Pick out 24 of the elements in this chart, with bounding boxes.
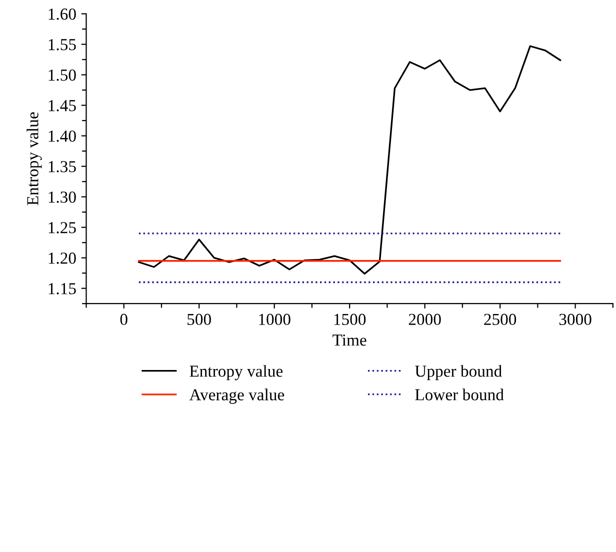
y-tick-label: 1.60 bbox=[48, 8, 76, 20]
x-tick-label: 2000 bbox=[408, 314, 441, 326]
y-tick-label: 1.15 bbox=[48, 283, 76, 294]
x-tick-label: 1500 bbox=[334, 314, 366, 326]
x-tick-label: 1000 bbox=[259, 314, 290, 326]
legend-label: Upper bound bbox=[415, 365, 502, 380]
y-tick-label: 1.45 bbox=[48, 100, 76, 112]
line-series bbox=[138, 45, 562, 275]
y-tick-label: 1.25 bbox=[48, 222, 76, 234]
x-tick-label: 2500 bbox=[484, 314, 516, 326]
y-tick-label: 1.50 bbox=[48, 70, 76, 81]
x-tick-label: 500 bbox=[188, 314, 211, 326]
y-tick-label: 1.40 bbox=[48, 130, 76, 142]
x-tick-label: 3000 bbox=[559, 314, 592, 326]
legend-label: Lower bound bbox=[415, 388, 504, 400]
y-axis-title: Entropy value bbox=[26, 112, 42, 206]
y-tick-label: 1.20 bbox=[48, 252, 76, 264]
x-axis-title: Time bbox=[332, 334, 366, 346]
y-tick-label: 1.35 bbox=[48, 161, 76, 172]
y-tick-label: 1.55 bbox=[48, 39, 76, 50]
x-tick-label: 0 bbox=[120, 314, 128, 326]
legend-label: Average value bbox=[189, 388, 284, 404]
legend-label: Entropy value bbox=[190, 365, 283, 380]
y-tick-label: 1.30 bbox=[48, 192, 76, 203]
